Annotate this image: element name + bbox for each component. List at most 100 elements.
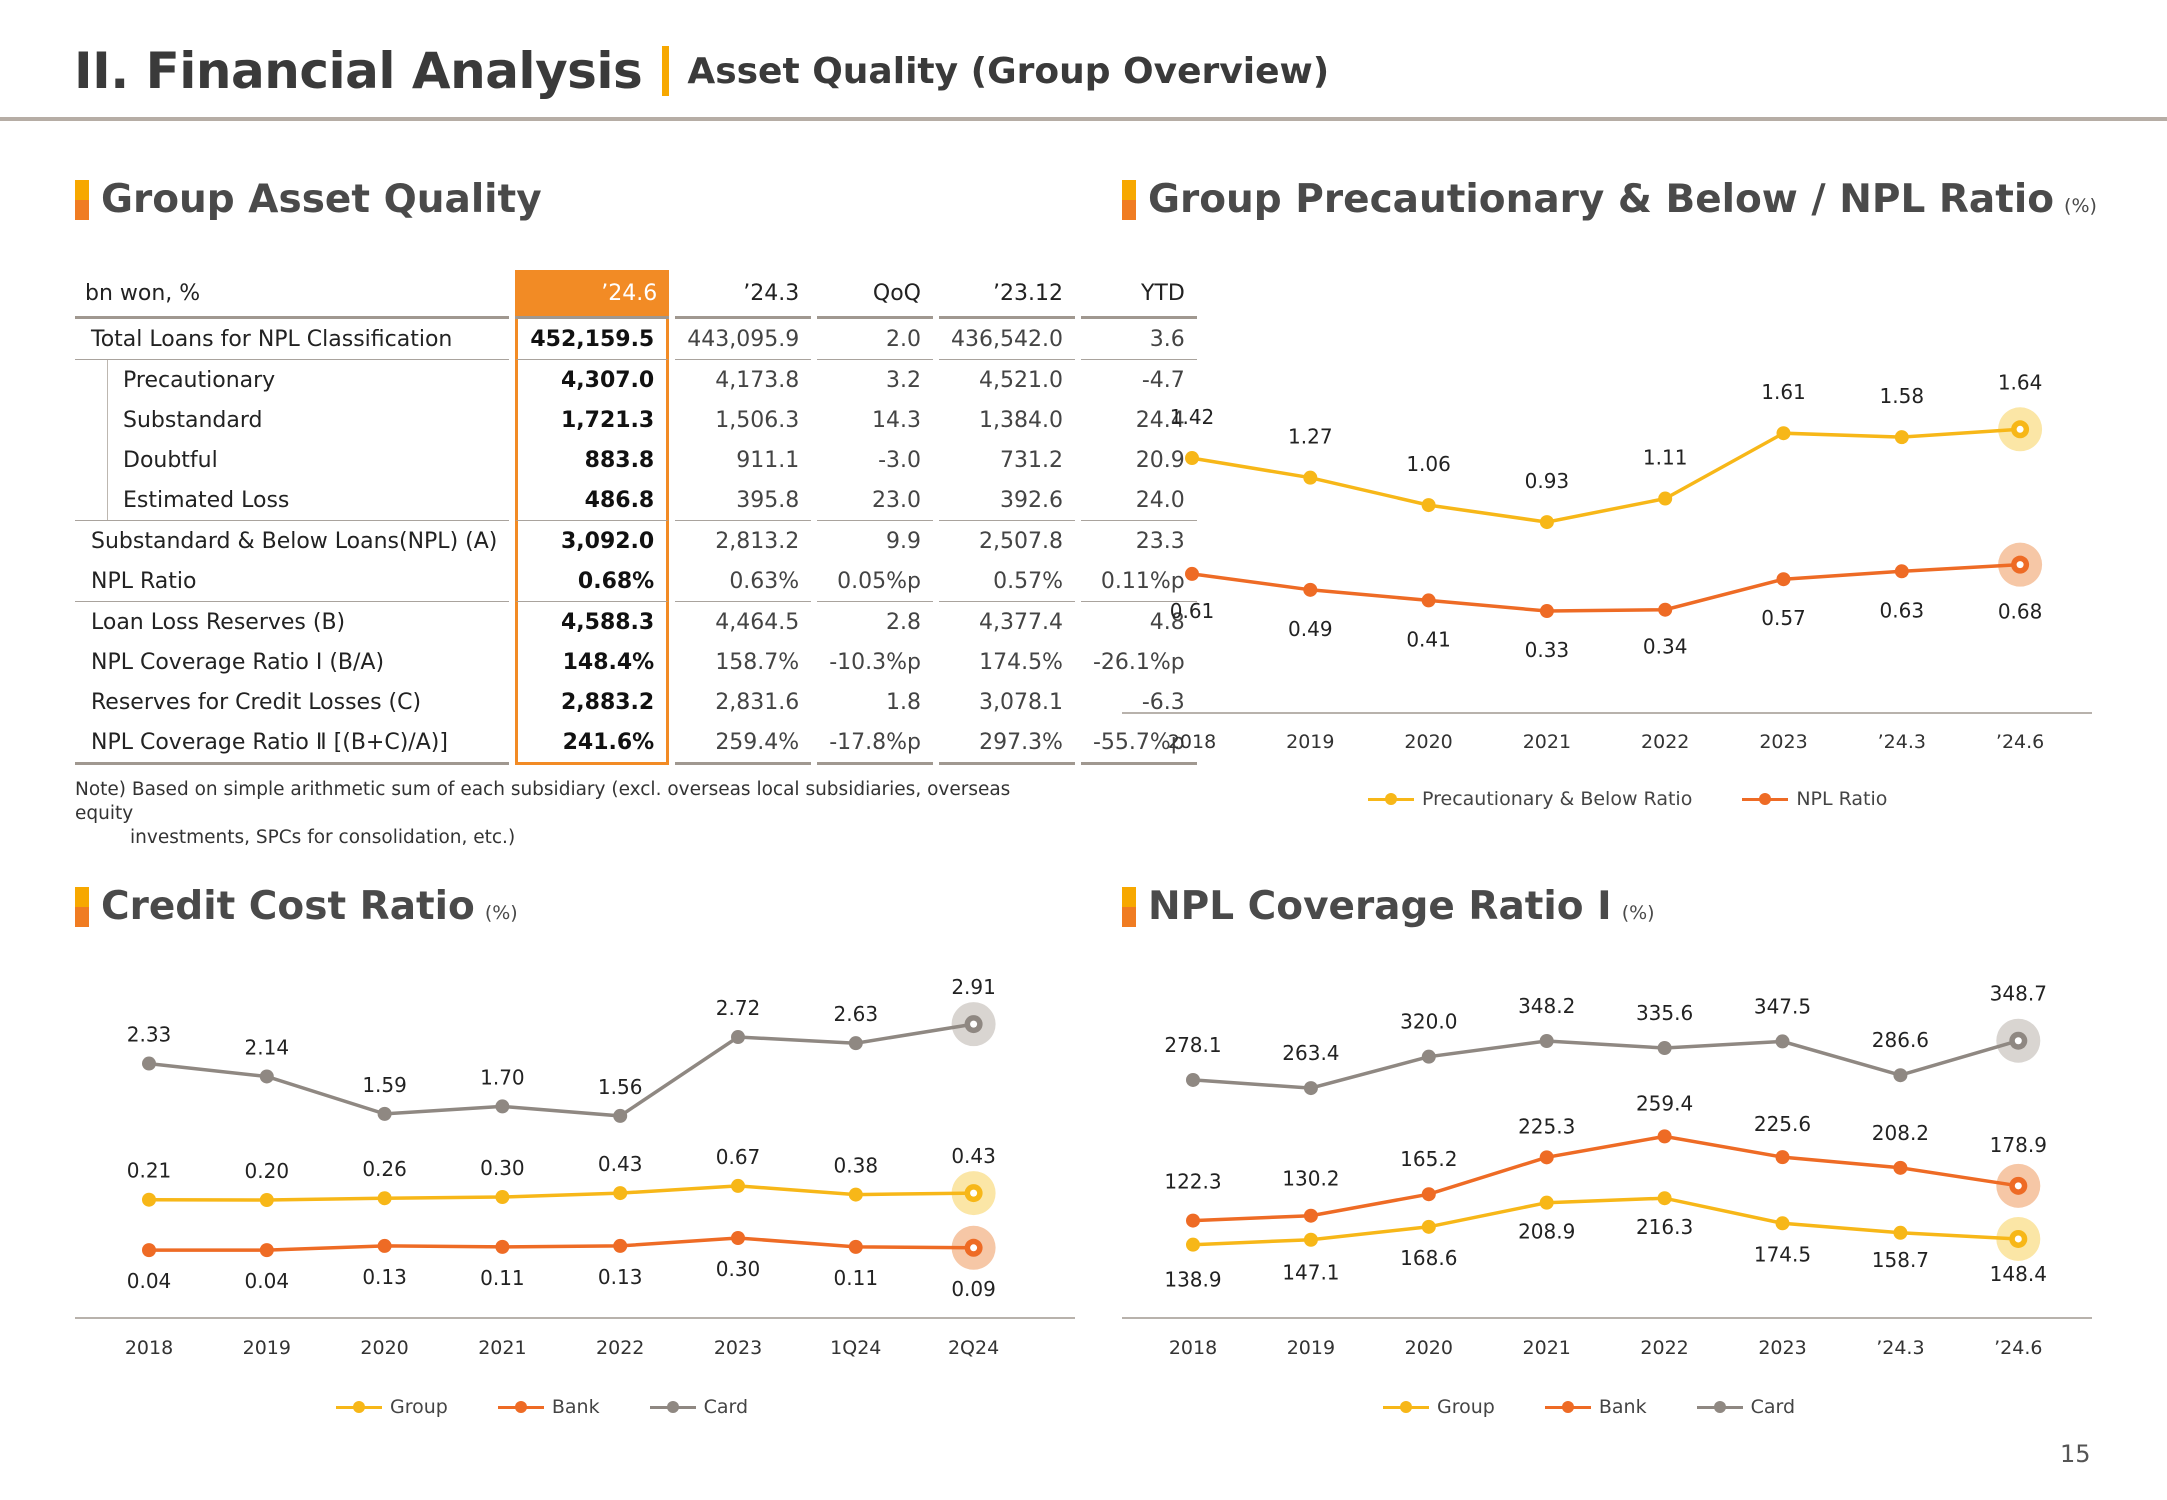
cell: 395.8: [736, 487, 800, 513]
data-label: 1.64: [1998, 370, 2043, 394]
data-point: [1775, 1034, 1790, 1049]
data-label: 0.43: [951, 1144, 996, 1168]
legend-swatch-icon: [1544, 1400, 1591, 1414]
cell: 3.2: [817, 359, 933, 400]
cell: 0.63%: [729, 568, 800, 594]
page-number: 15: [2060, 1440, 2091, 1468]
data-label: 0.57: [1761, 606, 1806, 630]
data-point: [731, 1030, 745, 1045]
data-point: [1775, 1216, 1790, 1231]
legend-item: Card: [1696, 1396, 1795, 1418]
series-line: [1192, 1039, 2019, 1090]
series-line: [1191, 562, 2021, 613]
section-title-text: Group Precautionary & Below / NPL Ratio: [1148, 177, 2055, 222]
row-label: NPL Coverage Ratio Ⅰ (B/A): [91, 649, 385, 675]
x-tick-label: 2018: [1169, 1337, 1217, 1359]
data-label: 347.5: [1754, 994, 1811, 1018]
data-label: 0.43: [598, 1152, 643, 1176]
data-label: 130.2: [1282, 1167, 1339, 1191]
data-label: 0.41: [1406, 627, 1451, 651]
section-unit: (%): [484, 902, 518, 924]
section-marker: [75, 180, 89, 220]
table-row: Substandard 1,721.3 1,506.3 14.3 1,384.0…: [75, 400, 1197, 440]
x-tick-label: 2021: [478, 1337, 526, 1359]
data-point: [1303, 1208, 1318, 1223]
data-label: 0.68: [1998, 600, 2043, 624]
x-tick-label: ’24.6: [1994, 1337, 2042, 1359]
cell: 392.6: [999, 487, 1063, 513]
cell: -6.3: [1141, 689, 1185, 715]
section-unit: (%): [2064, 195, 2097, 217]
table-footnote: Note) Based on simple arithmetic sum of …: [75, 778, 1055, 850]
data-point: [613, 1186, 628, 1201]
page-header: II. Financial Analysis Asset Quality (Gr…: [74, 36, 1329, 106]
data-label: 259.4: [1636, 1091, 1693, 1115]
series-line: [148, 1022, 974, 1118]
data-label: 0.38: [834, 1154, 879, 1178]
data-label: 165.2: [1400, 1147, 1457, 1171]
legend-label: Precautionary & Below Ratio: [1422, 788, 1693, 810]
data-point: [613, 1108, 628, 1123]
cell: 2.8: [817, 601, 933, 642]
data-label: 174.5: [1754, 1242, 1811, 1266]
legend-item: NPL Ratio: [1742, 788, 1887, 810]
data-label: 0.34: [1643, 635, 1688, 659]
row-label: Substandard & Below Loans(NPL) (A): [75, 520, 510, 561]
data-point: [495, 1239, 510, 1254]
cell: 23.0: [872, 487, 921, 513]
data-point: [377, 1106, 392, 1121]
section-title-npl-ratio: Group Precautionary & Below / NPL Ratio …: [1122, 180, 2097, 220]
cell: 443,095.9: [687, 326, 800, 352]
cell: 14.3: [872, 407, 921, 433]
cell: 4,173.8: [675, 359, 812, 400]
data-label: 335.6: [1636, 1001, 1693, 1025]
column-header-current: ’24.6: [515, 270, 670, 319]
cell: 3,078.1: [978, 689, 1063, 715]
series-line: [1191, 427, 2021, 524]
data-label: 208.2: [1872, 1121, 1929, 1145]
data-point: [848, 1187, 863, 1202]
data-point: [377, 1238, 392, 1253]
legend-label: Group: [1437, 1396, 1495, 1418]
cell: 911.1: [736, 447, 800, 473]
data-label: 0.26: [362, 1157, 407, 1181]
table-row: Substandard & Below Loans(NPL) (A) 3,092…: [75, 520, 1197, 561]
section-marker: [1122, 180, 1136, 220]
x-tick-label: ’24.6: [1996, 731, 2044, 753]
data-label: 0.30: [716, 1257, 761, 1281]
cell: 2,813.2: [675, 520, 812, 561]
data-point: [1539, 604, 1554, 619]
data-point: [1893, 1225, 1908, 1240]
cell-current: 2,883.2: [515, 682, 670, 722]
data-label: 1.06: [1406, 452, 1451, 476]
cell: 0.11%p: [1100, 568, 1185, 594]
cell: 2.0: [886, 326, 921, 352]
legend-label: NPL Ratio: [1796, 788, 1888, 810]
x-tick-label: 2020: [1404, 731, 1452, 753]
footnote-line: investments, SPCs for consolidation, etc…: [130, 827, 516, 848]
data-point: [1657, 1041, 1672, 1055]
chart-legend: Group Bank Card: [336, 1396, 798, 1418]
section-title-credit-cost: Credit Cost Ratio (%): [75, 887, 518, 927]
title-divider: [662, 46, 670, 96]
x-tick-label: 2Q24: [948, 1337, 999, 1359]
data-label: 0.04: [127, 1269, 172, 1293]
data-point: [1185, 566, 1199, 581]
data-point: [1658, 491, 1673, 506]
data-label: 178.9: [1990, 1133, 2047, 1157]
data-point: [495, 1099, 510, 1114]
x-tick-label: 2023: [714, 1337, 762, 1359]
row-label: Precautionary: [75, 359, 510, 400]
x-tick-label: 2021: [1523, 1337, 1571, 1359]
data-label: 0.63: [1880, 598, 1925, 622]
x-tick-label: 2023: [1758, 1337, 1806, 1359]
section-marker: [1122, 887, 1136, 927]
data-point: [1421, 593, 1436, 608]
cell: -3.0: [878, 447, 921, 473]
legend-item: Group: [336, 1396, 448, 1418]
cell: 731.2: [999, 447, 1063, 473]
table-row: Reserves for Credit Losses (C) 2,883.2 2…: [75, 682, 1197, 722]
data-point: [1539, 515, 1554, 530]
data-label: 138.9: [1164, 1268, 1221, 1292]
cell: 1,384.0: [978, 407, 1063, 433]
